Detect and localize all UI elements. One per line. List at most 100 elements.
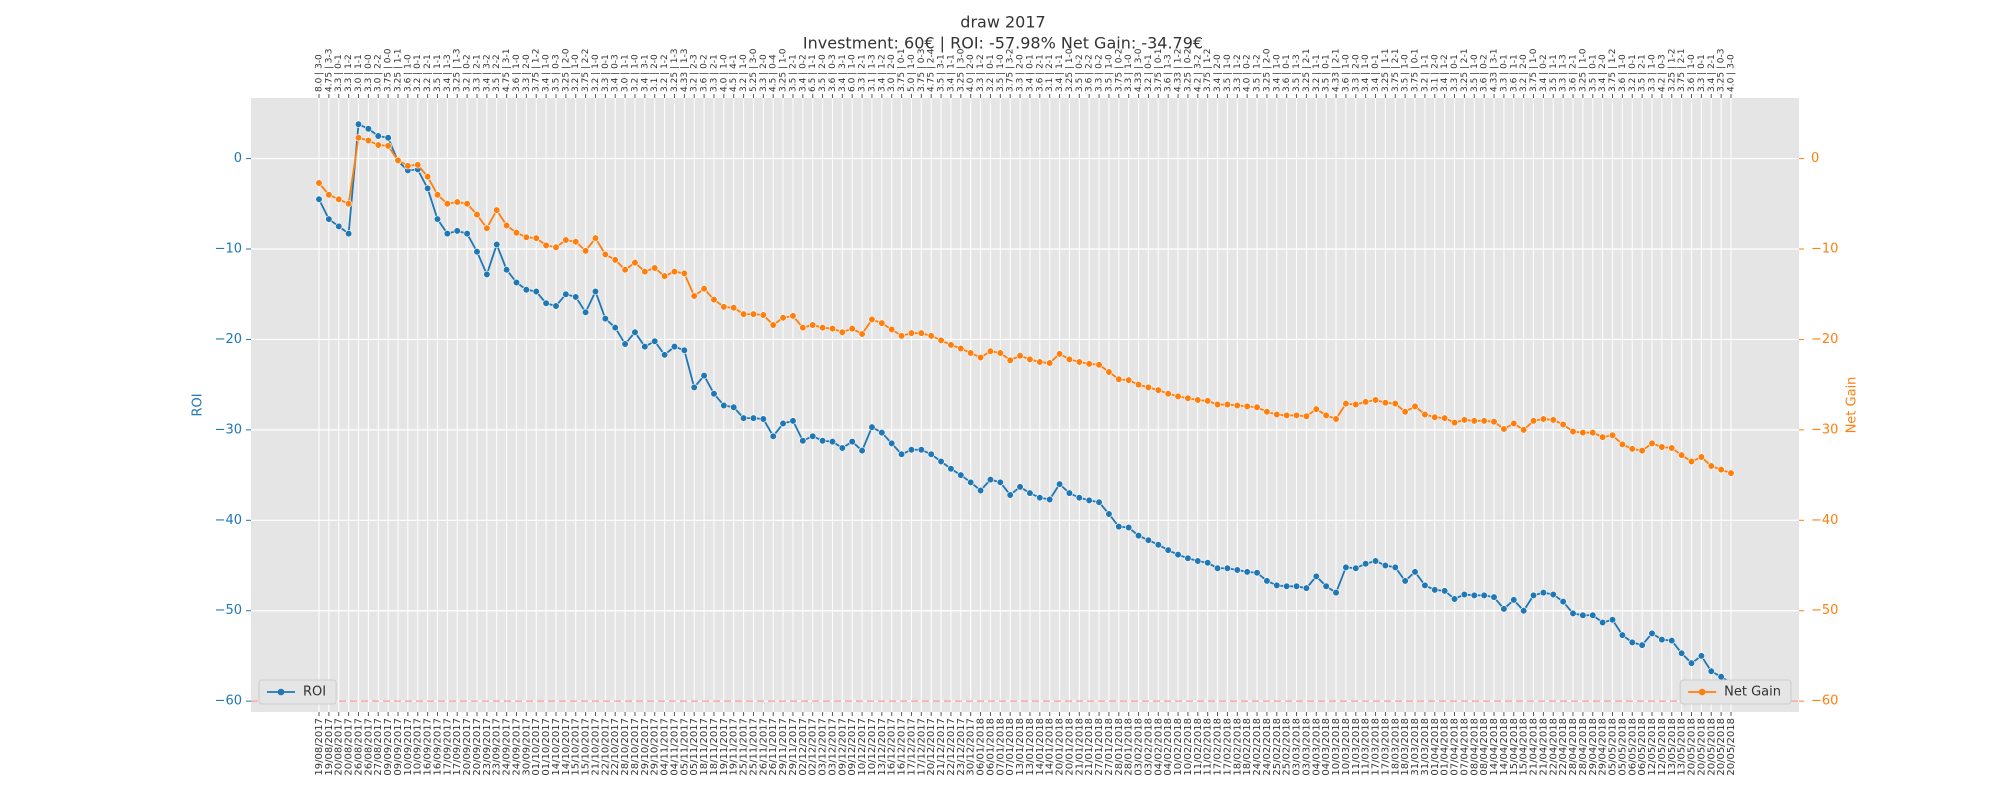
point bbox=[1036, 494, 1044, 502]
top-tick-label: 3.0 | 2-2 bbox=[374, 54, 384, 92]
top-tick-label: 3.4 | 2-1 bbox=[1707, 54, 1717, 92]
y-tick-label: −40 bbox=[215, 513, 242, 528]
point bbox=[848, 438, 856, 446]
point bbox=[1717, 466, 1725, 474]
top-tick-label: 3.4 | 1-1 bbox=[946, 54, 956, 92]
x-tick-label: 10/03/2018 bbox=[1341, 718, 1352, 776]
x-tick-label: 13/01/2018 bbox=[1015, 718, 1026, 776]
point bbox=[1164, 390, 1172, 398]
top-tick-label: 3.3 | 2-0 bbox=[522, 54, 532, 92]
x-tick-label: 31/03/2018 bbox=[1410, 718, 1421, 776]
point bbox=[1450, 419, 1459, 427]
point bbox=[1184, 554, 1192, 562]
top-tick-label: 3.6 | 0-1 bbox=[1282, 54, 1292, 92]
point bbox=[1273, 410, 1281, 419]
point bbox=[1480, 417, 1488, 425]
point bbox=[394, 156, 402, 164]
x-tick-label: 28/01/2018 bbox=[1114, 718, 1125, 776]
point bbox=[917, 446, 925, 454]
x-tick-label: 21/04/2018 bbox=[1538, 718, 1549, 776]
point bbox=[1628, 638, 1636, 646]
x-tick-label: 28/04/2018 bbox=[1568, 718, 1579, 776]
point bbox=[1401, 408, 1409, 416]
x-tick-label: 26/11/2017 bbox=[768, 718, 779, 776]
point bbox=[848, 324, 856, 333]
point bbox=[1381, 399, 1390, 407]
point bbox=[660, 272, 669, 280]
point bbox=[720, 401, 728, 410]
x-tick-label: 28/04/2018 bbox=[1578, 718, 1589, 776]
point bbox=[1589, 428, 1597, 437]
point bbox=[1233, 566, 1241, 574]
x-tick-label: 03/12/2017 bbox=[827, 718, 838, 776]
x-tick-label: 10/09/2017 bbox=[413, 718, 424, 776]
point bbox=[690, 383, 698, 391]
legend-label: ROI bbox=[303, 685, 326, 700]
point bbox=[700, 372, 708, 380]
top-tick-label: 4.75 | 3-3 bbox=[324, 49, 334, 93]
point bbox=[1638, 641, 1646, 649]
x-tick-label: 04/02/2018 bbox=[1163, 718, 1174, 776]
x-tick-label: 12/05/2018 bbox=[1647, 718, 1658, 776]
y2-axis-label: Net Gain bbox=[1845, 377, 1860, 434]
top-tick-label: 3.4 | 1-0 bbox=[542, 54, 552, 92]
x-tick-label: 24/09/2017 bbox=[511, 718, 522, 776]
point bbox=[710, 296, 718, 304]
point bbox=[1075, 494, 1083, 502]
top-tick-label: 3.5 | 3-1 bbox=[937, 54, 947, 92]
x-tick-label: 22/12/2017 bbox=[946, 718, 957, 776]
point bbox=[354, 120, 363, 128]
top-tick-label: 3.2 | 2-0 bbox=[1519, 54, 1529, 92]
point bbox=[1391, 400, 1399, 408]
point bbox=[1263, 408, 1271, 416]
x-tick-label: 22/10/2017 bbox=[600, 718, 611, 776]
point bbox=[680, 269, 688, 278]
top-tick-label: 3.25 | 2-0 bbox=[1262, 48, 1272, 92]
x-tick-label: 01/04/2018 bbox=[1430, 718, 1441, 776]
top-tick-label: 3.2 | 1-2 bbox=[660, 54, 670, 92]
point bbox=[789, 312, 797, 320]
point bbox=[888, 325, 896, 334]
point bbox=[947, 465, 955, 473]
point bbox=[680, 346, 688, 354]
point bbox=[542, 241, 550, 249]
point bbox=[1095, 361, 1103, 369]
point bbox=[1727, 469, 1735, 477]
point bbox=[1046, 495, 1054, 504]
point bbox=[611, 324, 619, 332]
x-tick-label: 10/09/2017 bbox=[403, 718, 414, 776]
point bbox=[818, 437, 827, 445]
top-tick-label: 3.2 | 1-1 bbox=[1420, 54, 1430, 92]
top-tick-label: 3.6 | 1-3 bbox=[1164, 54, 1174, 92]
point bbox=[779, 419, 787, 428]
top-tick-label: 3.75 | 1-2 bbox=[532, 49, 542, 93]
top-tick-label: 3.2 | 0-1 bbox=[1628, 54, 1638, 92]
top-tick-label: 3.3 | 1-2 bbox=[1233, 54, 1243, 92]
x-tick-label: 21/01/2018 bbox=[1074, 718, 1085, 776]
top-tick-label: 3.1 | 1-3 bbox=[867, 54, 877, 92]
x-tick-label: 12/05/2018 bbox=[1657, 718, 1668, 776]
point bbox=[1668, 444, 1676, 452]
point bbox=[542, 299, 550, 307]
point bbox=[976, 353, 985, 362]
point bbox=[730, 304, 738, 312]
point bbox=[1638, 447, 1646, 455]
top-tick-label: 3.4 | 0-1 bbox=[1371, 54, 1381, 92]
point bbox=[611, 256, 619, 264]
point bbox=[1618, 440, 1626, 448]
point bbox=[1648, 439, 1656, 448]
point bbox=[759, 415, 767, 423]
point bbox=[512, 278, 521, 287]
x-tick-label: 21/04/2018 bbox=[1529, 718, 1540, 776]
top-tick-label: 3.5 | 1-1 bbox=[433, 54, 443, 92]
point bbox=[1253, 569, 1261, 577]
x-tick-label: 24/02/2018 bbox=[1262, 718, 1273, 776]
point bbox=[1539, 415, 1547, 423]
point bbox=[1075, 358, 1083, 366]
chart-title: draw 2017 bbox=[960, 13, 1045, 32]
point bbox=[907, 329, 916, 337]
point bbox=[1223, 564, 1232, 572]
point bbox=[878, 428, 886, 437]
x-tick-label: 19/11/2017 bbox=[729, 718, 740, 776]
